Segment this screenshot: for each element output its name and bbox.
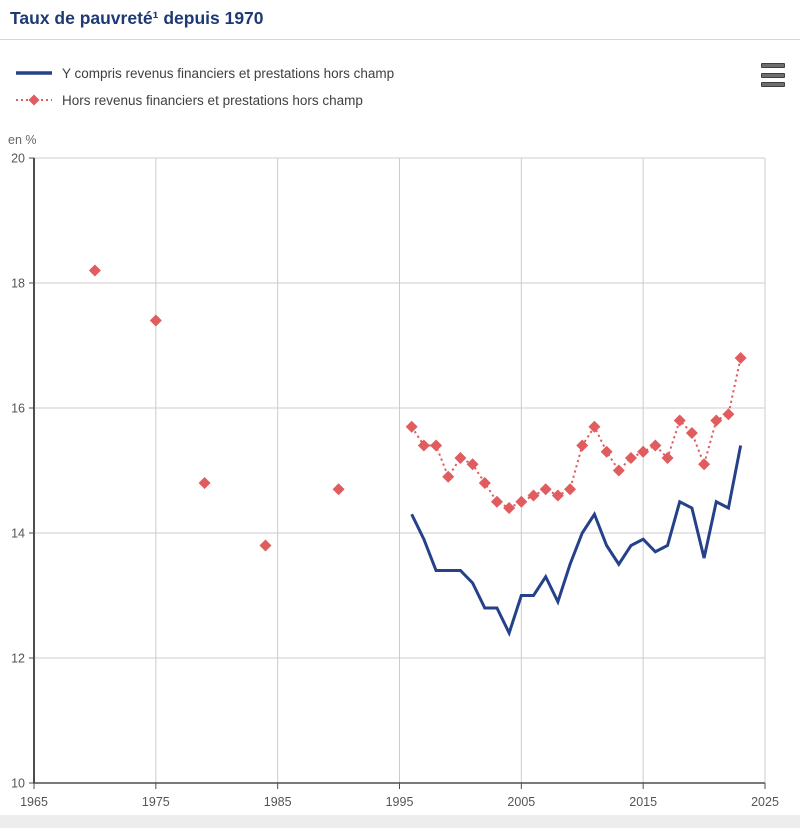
legend-label: Hors revenus financiers et prestations h… [62, 92, 363, 108]
plot-area-container: 1965 1975 1985 1995 2005 2015 2025 10 12 14 16 18 20 [0, 140, 800, 815]
chart-legend: Y compris revenus financiers et prestati… [14, 62, 394, 111]
dotted-diamond-swatch-icon [16, 94, 52, 106]
svg-text:16: 16 [11, 402, 25, 416]
solid-line-swatch-icon [16, 71, 52, 75]
svg-text:20: 20 [11, 152, 25, 166]
svg-text:1965: 1965 [20, 795, 48, 809]
hamburger-icon-bar [761, 82, 785, 87]
legend-item-blue-series[interactable]: Y compris revenus financiers et prestati… [14, 62, 394, 84]
svg-text:12: 12 [11, 652, 25, 666]
page-footer-strip [0, 815, 800, 828]
svg-text:10: 10 [11, 777, 25, 791]
legend-label: Y compris revenus financiers et prestati… [62, 65, 395, 81]
svg-text:2015: 2015 [629, 795, 657, 809]
hamburger-icon-bar [761, 63, 785, 68]
svg-text:2005: 2005 [507, 795, 535, 809]
poverty-rate-chart: 1965 1975 1985 1995 2005 2015 2025 10 12 14 16 18 20 [11, 152, 779, 810]
chart-title: Taux de pauvreté¹ depuis 1970 [10, 8, 264, 28]
svg-text:2025: 2025 [751, 795, 779, 809]
svg-text:1995: 1995 [386, 795, 414, 809]
y-axis-unit-label: en % [8, 133, 37, 147]
title-divider [0, 39, 800, 40]
legend-item-red-series[interactable]: Hors revenus financiers et prestations h… [14, 89, 394, 111]
svg-text:1975: 1975 [142, 795, 170, 809]
svg-text:1985: 1985 [264, 795, 292, 809]
svg-text:18: 18 [11, 277, 25, 291]
svg-text:14: 14 [11, 527, 25, 541]
chart-menu-button[interactable] [761, 63, 787, 87]
hamburger-icon-bar [761, 72, 785, 78]
